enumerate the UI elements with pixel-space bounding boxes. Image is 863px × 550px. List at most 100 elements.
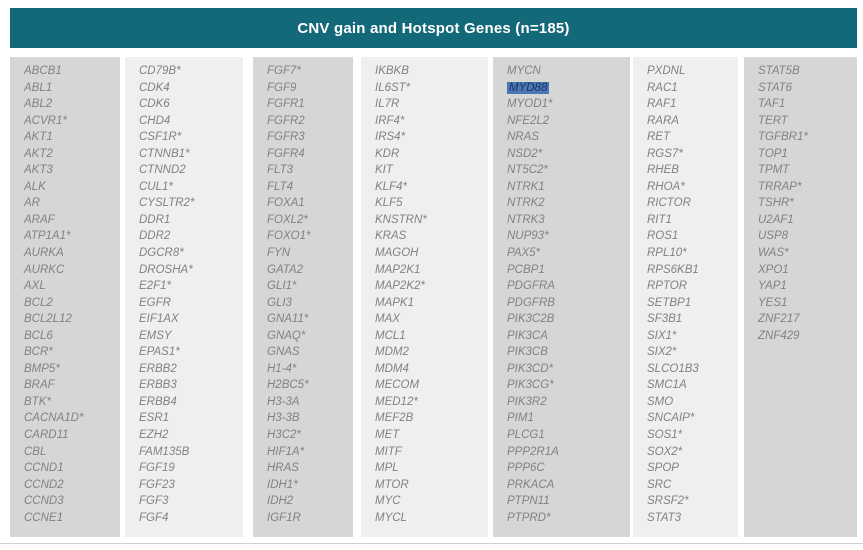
gene-item: AURKC — [24, 263, 65, 276]
gene-item: NTRK1 — [507, 180, 545, 193]
gene-item: GLI1* — [267, 280, 297, 293]
gene-item: KNSTRN* — [375, 213, 427, 226]
gene-item: FGF19 — [139, 462, 175, 475]
gene-item: IRF4* — [375, 114, 405, 127]
gene-item: DROSHA* — [139, 263, 193, 276]
gene-item: PPP2R1A — [507, 445, 559, 458]
gene-item: ABCB1 — [24, 65, 62, 77]
gene-item: H3-3A — [267, 395, 300, 408]
gene-item: SMO — [647, 395, 674, 408]
gene-column-4: IKBKB IL6ST* IL7R IRF4* IRS4* KDR KIT KLF4* KLF5… — [361, 57, 488, 537]
gene-item: E2F1* — [139, 280, 171, 293]
gene-item: PXDNL — [647, 65, 686, 77]
gene-item: FOXO1* — [267, 230, 311, 243]
gene-item: CDK4 — [139, 81, 170, 94]
gene-item: STAT3 — [647, 511, 682, 524]
gene-item: GATA2 — [267, 263, 303, 276]
gene-item: SRSF2* — [647, 495, 689, 508]
gene-item: PIK3CB — [507, 346, 548, 359]
gene-item: H2BC5* — [267, 379, 309, 392]
gene-item: RHEB — [647, 164, 679, 177]
gene-item-highlighted: MYD88 — [507, 81, 550, 94]
gene-item: PCBP1 — [507, 263, 545, 276]
gene-item: BCL2L12 — [24, 313, 72, 326]
gene-item: IL7R — [375, 98, 400, 111]
gene-item: MAPK1 — [375, 296, 414, 309]
gene-item: RAC1 — [647, 81, 678, 94]
gene-item: NRAS — [507, 131, 539, 144]
gene-item: PPP6C — [507, 462, 545, 475]
gene-item: PAX5* — [507, 247, 541, 260]
gene-item: FAM135B — [139, 445, 190, 458]
gene-item: DDR2 — [139, 230, 171, 243]
gene-item: AR — [24, 197, 40, 210]
gene-item: IGF1R — [267, 511, 301, 524]
gene-item: ESR1 — [139, 412, 170, 425]
gene-item: RICTOR — [647, 197, 691, 210]
gene-item: MYC — [375, 495, 401, 508]
gene-item: RIT1 — [647, 213, 672, 226]
gene-item: MET — [375, 429, 400, 442]
gene-item: ATP1A1* — [24, 230, 71, 243]
gene-item: XPO1 — [758, 263, 789, 276]
gene-item: CSF1R* — [139, 131, 182, 144]
gene-item: AXL — [24, 280, 46, 293]
gene-item: TPMT — [758, 164, 790, 177]
gene-column-5: MYCN MYD88 MYOD1* NFE2L2 NRAS NSD2* NT5C2* NTRK… — [493, 57, 630, 537]
gene-item: MED12* — [375, 395, 418, 408]
gene-item: NT5C2* — [507, 164, 548, 177]
gene-item: FGFR3 — [267, 131, 305, 144]
gene-item: EGFR — [139, 296, 171, 309]
gene-item: PLCG1 — [507, 429, 545, 442]
gene-item: PTPRD* — [507, 511, 551, 524]
gene-item: ALK — [24, 180, 46, 193]
gene-item: MYOD1* — [507, 98, 553, 111]
gene-item: FLT3 — [267, 164, 293, 177]
gene-item: MCL1 — [375, 329, 406, 342]
gene-item: KIT — [375, 164, 393, 177]
gene-column-7: STAT5B STAT6 TAF1 TERT TGFBR1* TOP1 TPMT TRRAP*… — [744, 57, 857, 537]
gene-item: ERBB2 — [139, 362, 177, 375]
gene-item: FYN — [267, 247, 290, 260]
gene-item: H3-3B — [267, 412, 300, 425]
gene-item: MECOM — [375, 379, 420, 392]
gene-item: MPL — [375, 462, 399, 475]
gene-item: WAS* — [758, 247, 789, 260]
gene-item: SPOP — [647, 462, 679, 475]
gene-item: PDGFRA — [507, 280, 555, 293]
gene-item: CCNE1 — [24, 511, 63, 524]
gene-item: ACVR1* — [24, 114, 67, 127]
gene-item: RAF1 — [647, 98, 677, 111]
gene-item: CACNA1D* — [24, 412, 84, 425]
gene-item: TSHR* — [758, 197, 794, 210]
gene-item: TAF1 — [758, 98, 786, 111]
gene-item: FOXA1 — [267, 197, 305, 210]
gene-item: PTPN11 — [507, 495, 550, 508]
gene-item: YAP1 — [758, 280, 787, 293]
gene-item: NUP93* — [507, 230, 549, 243]
gene-item: FGF7* — [267, 65, 301, 77]
gene-item: PDGFRB — [507, 296, 555, 309]
gene-column-2: CD79B* CDK4 CDK6 CHD4 CSF1R* CTNNB1* CTNND2 CUL… — [125, 57, 243, 537]
gene-item: SETBP1 — [647, 296, 692, 309]
gene-item: RET — [647, 131, 670, 144]
gene-item: NFE2L2 — [507, 114, 550, 127]
gene-item: EIF1AX — [139, 313, 179, 326]
gene-item: RPTOR — [647, 280, 688, 293]
gene-item: FOXL2* — [267, 213, 308, 226]
gene-item: PIK3R2 — [507, 395, 547, 408]
gene-item: AKT3 — [24, 164, 53, 177]
gene-item: FGF9 — [267, 81, 297, 94]
gene-item: EZH2 — [139, 429, 169, 442]
gene-item: TGFBR1* — [758, 131, 808, 144]
gene-item: ABL2 — [24, 98, 53, 111]
gene-item: KLF4* — [375, 180, 407, 193]
gene-item: MYCL — [375, 511, 407, 524]
gene-item: RPS6KB1 — [647, 263, 699, 276]
gene-item: YES1 — [758, 296, 788, 309]
gene-item: MAP2K1 — [375, 263, 421, 276]
gene-item: FLT4 — [267, 180, 293, 193]
gene-item: TOP1 — [758, 147, 788, 160]
gene-item: EMSY — [139, 329, 172, 342]
